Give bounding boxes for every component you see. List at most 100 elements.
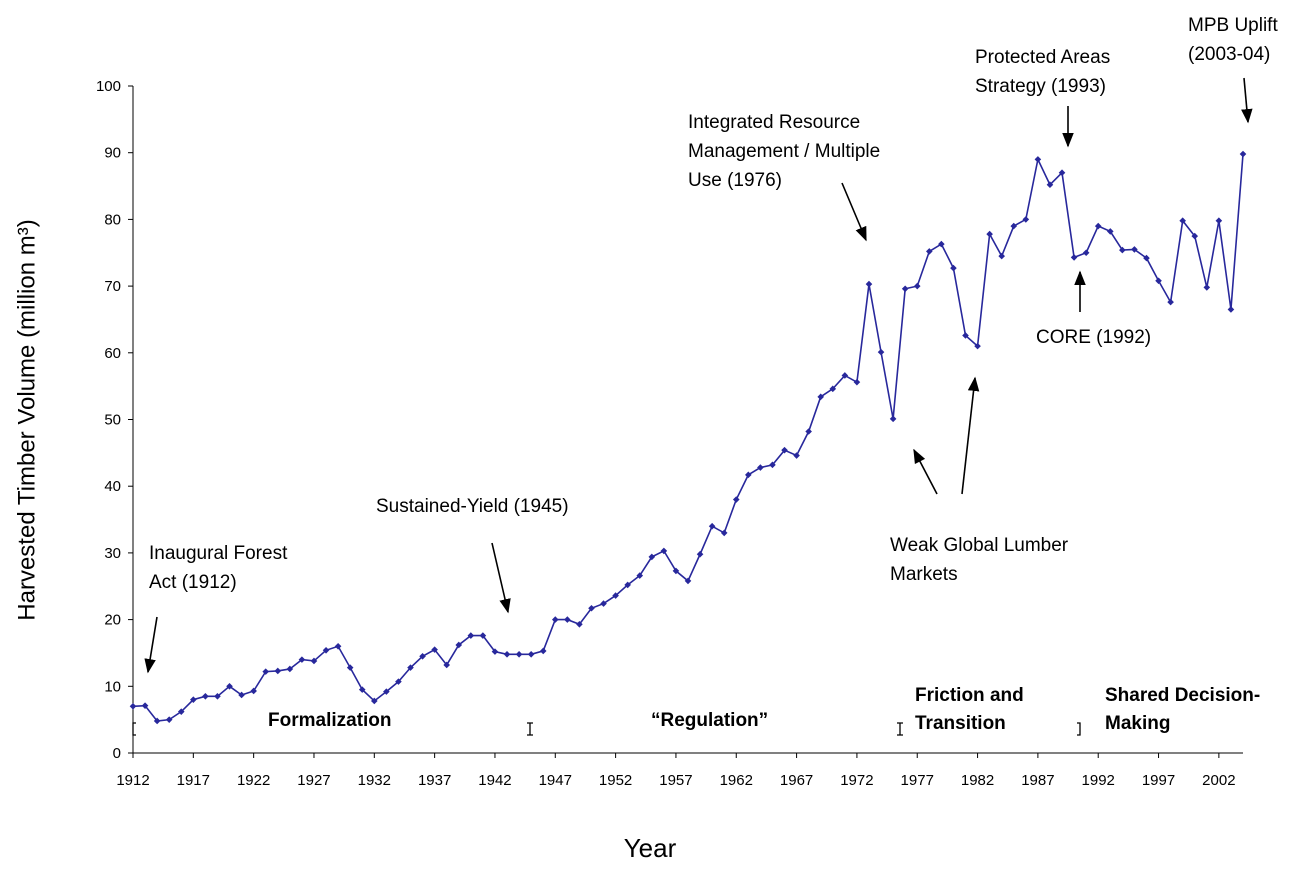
data-point [672,567,680,575]
y-tick-label: 50 [104,412,121,429]
y-tick-label: 100 [96,78,121,95]
data-point [841,372,849,379]
data-point [539,647,547,655]
era-label: Formalization [268,710,392,731]
data-point [745,471,752,479]
data-point [1155,277,1162,285]
data-point [262,668,270,675]
data-point [1239,150,1247,158]
data-point [901,285,909,293]
annotation-line: Integrated Resource [688,112,860,133]
annotation: Weak Global Lumber Markets [890,535,1069,585]
data-point [419,652,426,660]
x-tick-label: 1937 [418,772,451,789]
era-label: “Regulation” [651,710,768,731]
data-point [395,678,402,685]
annotation-line: CORE (1992) [1036,327,1151,348]
data-point [551,616,559,623]
data-point [636,572,644,579]
x-tick-label: 1997 [1142,772,1175,789]
y-tick-label: 0 [113,745,121,762]
x-tick-label: 1942 [478,772,511,789]
y-tick-label: 20 [104,612,121,629]
era-label-line: Transition [915,713,1006,734]
data-point [214,693,221,700]
data-point [358,686,366,693]
data-point [926,248,933,255]
data-point [974,342,981,350]
data-point [1106,228,1114,235]
data-point [660,547,668,555]
data-point [527,650,535,658]
data-point [696,550,704,558]
annotation-line: Protected Areas [975,47,1110,68]
data-point [1215,217,1223,225]
data-point [298,656,306,663]
x-tick-label: 1957 [659,772,692,789]
y-tick-label: 30 [104,545,121,562]
data-point [1119,246,1126,254]
data-point [190,696,197,703]
data-point [950,264,957,272]
data-point [877,348,885,356]
data-line [132,153,1244,722]
era-label-line: Making [1105,713,1170,734]
data-point [913,282,921,290]
annotation-line: Management / Multiple [688,141,880,162]
annotation: Protected Areas Strategy (1993) [975,47,1110,97]
data-point [383,688,390,695]
x-tick-label: 1972 [840,772,873,789]
x-tick-label: 1987 [1021,772,1054,789]
data-point [720,529,728,537]
data-point [962,332,969,339]
data-point [443,661,450,669]
data-point [889,415,897,423]
data-point [1203,284,1211,291]
x-tick-label: 1912 [116,772,149,789]
data-point [455,641,463,649]
data-point [1167,298,1174,306]
data-point [938,240,945,248]
data-point [1070,254,1078,261]
x-tick-label: 1947 [539,772,572,789]
annotation: Sustained-Yield (1945) [376,496,569,517]
era-label: Friction and Transition [915,685,1024,734]
data-point [371,697,378,705]
data-point [1227,306,1235,313]
data-point [1131,246,1138,253]
data-point [346,664,354,671]
annotation: Integrated Resource Management / Multiple… [688,112,880,191]
era-label: Shared Decision- Making [1105,685,1260,734]
annotation: CORE (1992) [1036,327,1151,348]
data-point [274,667,282,675]
data-point [310,657,318,665]
x-tick-label: 1992 [1082,772,1115,789]
data-point [793,452,800,459]
y-tick-label: 80 [104,211,121,228]
arrows [144,77,1253,674]
x-tick-label: 1977 [901,772,934,789]
x-axis-label: Year [624,833,677,863]
data-point [1094,222,1102,230]
data-point [226,683,233,690]
data-point [708,522,716,530]
data-point [334,642,342,650]
annotation-line: Weak Global Lumber [890,535,1069,556]
annotation-line: Strategy (1993) [975,76,1106,97]
data-point [238,691,245,699]
data-point [165,716,173,723]
y-axis-label: Harvested Timber Volume (million m³) [13,219,40,620]
data-point [588,604,595,612]
annotation-line: Act (1912) [149,572,237,593]
data-point [986,230,993,238]
data-point [829,385,837,393]
data-point [684,577,692,585]
data-point [564,616,571,623]
data-point [467,632,475,639]
annotation-line: Markets [890,564,958,585]
data-point [1058,169,1066,177]
x-tick-label: 1932 [358,772,391,789]
data-point [1046,181,1054,189]
data-point [1191,232,1199,240]
